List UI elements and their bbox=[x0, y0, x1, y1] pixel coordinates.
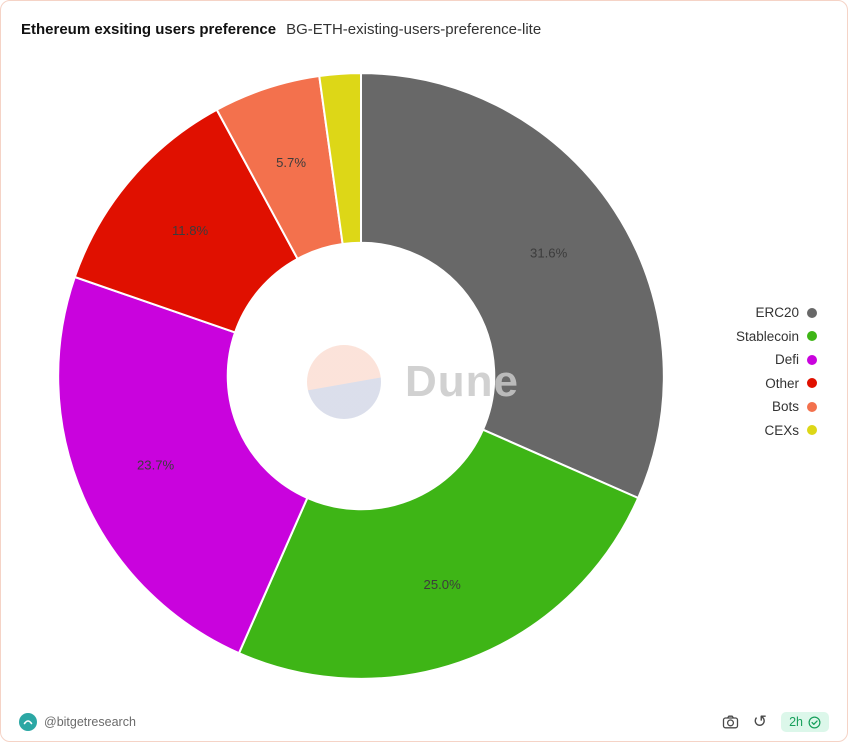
legend-dot-icon bbox=[807, 331, 817, 342]
pie-slice-erc20[interactable] bbox=[359, 72, 665, 500]
legend-dot-icon bbox=[807, 307, 817, 318]
legend-item-erc20[interactable]: ERC20 bbox=[736, 301, 817, 325]
legend-dot-icon bbox=[807, 378, 817, 389]
legend-item-bots[interactable]: Bots bbox=[736, 395, 817, 419]
legend-item-other[interactable]: Other bbox=[736, 372, 817, 396]
slice-label-other: 11.8% bbox=[172, 223, 209, 238]
verified-check-icon bbox=[808, 716, 821, 729]
slice-label-stablecoin: 25.0% bbox=[424, 577, 462, 592]
pie-slice-other[interactable] bbox=[73, 108, 299, 334]
legend-dot-icon bbox=[807, 425, 817, 436]
pie-slice-defi[interactable] bbox=[57, 275, 309, 655]
donut-chart[interactable]: 31.6% 25.0% 23.7% 11.8% 5.7% bbox=[41, 56, 681, 696]
legend-dot-icon bbox=[807, 354, 817, 365]
card-footer: @bitgetresearch ↺ 2h bbox=[1, 703, 847, 741]
last-updated-badge[interactable]: 2h bbox=[781, 712, 829, 732]
legend-label: Defi bbox=[774, 352, 799, 368]
last-updated-label: 2h bbox=[789, 715, 803, 729]
chart-header: Ethereum exsiting users preference BG-ET… bbox=[21, 21, 827, 38]
slice-label-defi: 23.7% bbox=[137, 458, 175, 473]
legend-label: CEXs bbox=[764, 422, 799, 438]
bitget-avatar-icon bbox=[19, 713, 37, 731]
legend-dot-icon bbox=[807, 401, 817, 412]
pie-slice-cexs[interactable] bbox=[318, 72, 363, 246]
footer-attribution: @bitgetresearch bbox=[19, 713, 136, 731]
refresh-icon[interactable]: ↺ bbox=[752, 711, 768, 732]
slice-label-erc20: 31.6% bbox=[530, 246, 568, 261]
legend-item-cexs[interactable]: CEXs bbox=[736, 419, 817, 443]
legend-label: Stablecoin bbox=[735, 328, 799, 344]
camera-icon[interactable] bbox=[722, 714, 739, 730]
footer-actions: ↺ 2h bbox=[722, 712, 829, 732]
legend-label: Other bbox=[765, 375, 799, 391]
slice-label-bots: 5.7% bbox=[276, 155, 306, 170]
legend-label: ERC20 bbox=[755, 305, 799, 321]
chart-title: Ethereum exsiting users preference bbox=[21, 21, 277, 38]
author-handle: @bitgetresearch bbox=[44, 715, 136, 729]
legend-item-defi[interactable]: Defi bbox=[736, 348, 817, 372]
chart-area: 31.6% 25.0% 23.7% 11.8% 5.7% bbox=[41, 56, 681, 696]
chart-subtitle: BG-ETH-existing-users-preference-lite bbox=[286, 21, 542, 38]
legend-item-stablecoin[interactable]: Stablecoin bbox=[736, 325, 817, 349]
chart-legend: ERC20 Stablecoin Defi Other Bots CEXs bbox=[736, 301, 817, 442]
legend-label: Bots bbox=[771, 399, 799, 415]
pie-slice-stablecoin[interactable] bbox=[237, 428, 640, 680]
